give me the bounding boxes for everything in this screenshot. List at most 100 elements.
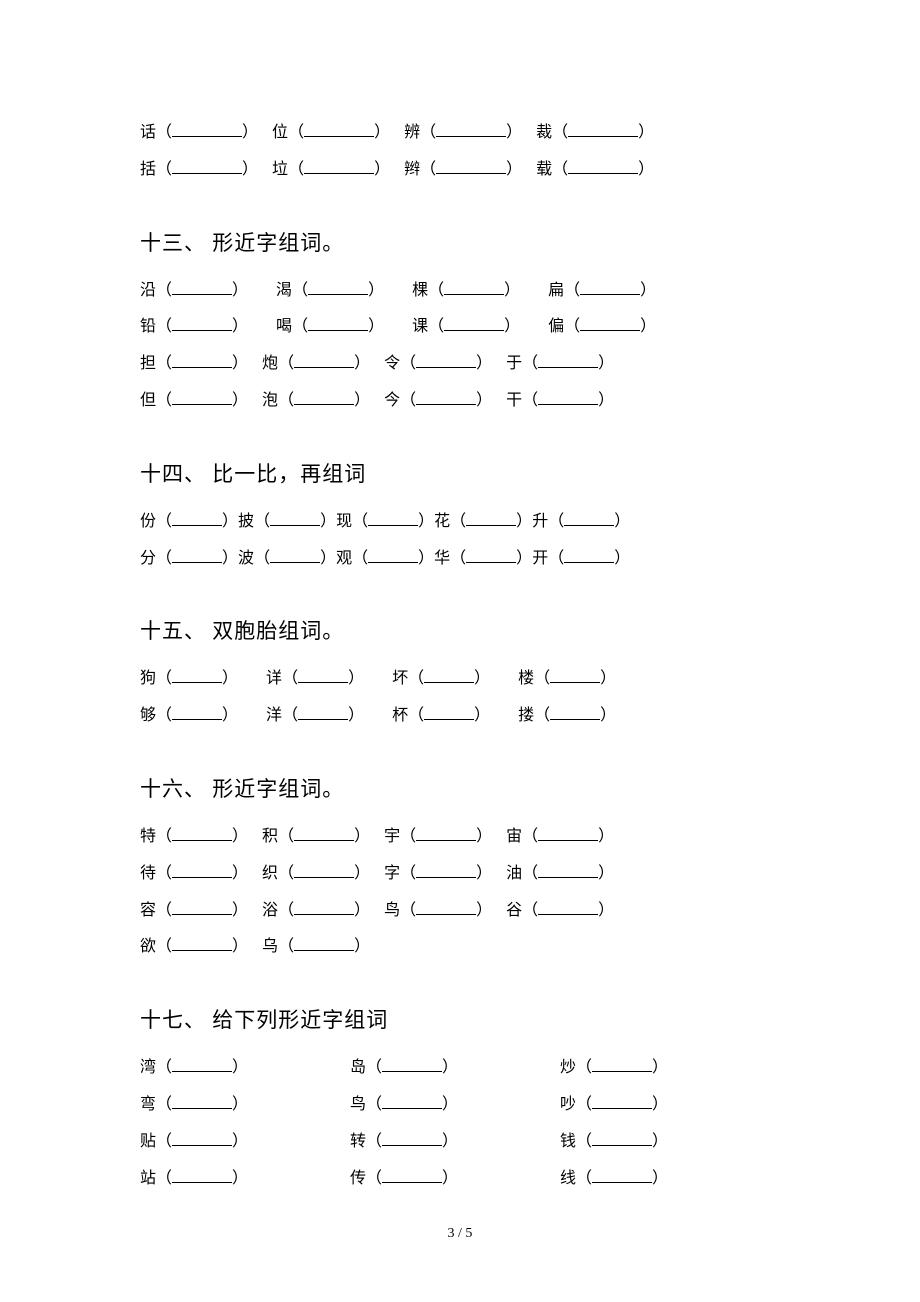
fill-blank[interactable] [172, 390, 232, 405]
fill-blank[interactable] [550, 705, 600, 720]
fill-blank[interactable] [382, 1094, 442, 1109]
char: 辫 [404, 152, 420, 189]
fill-blank[interactable] [564, 548, 614, 563]
fill-blank[interactable] [172, 548, 222, 563]
char: 偏 [548, 309, 564, 346]
fill-blank[interactable] [172, 668, 222, 683]
fill-blank[interactable] [270, 548, 320, 563]
fill-blank[interactable] [294, 826, 354, 841]
char: 欲 [140, 929, 156, 966]
exercise-row: 够（）洋（）杯（）搂（） [140, 698, 780, 735]
fill-blank[interactable] [172, 159, 242, 174]
fill-blank[interactable] [172, 705, 222, 720]
blank-item: 宇（） [384, 819, 492, 856]
fill-blank[interactable] [592, 1131, 652, 1146]
char: 课 [412, 309, 428, 346]
fill-blank[interactable] [172, 900, 232, 915]
blank-item: 沿（） [140, 273, 248, 310]
fill-blank[interactable] [550, 668, 600, 683]
fill-blank[interactable] [538, 390, 598, 405]
blank-item: 织（） [262, 856, 370, 893]
fill-blank[interactable] [416, 900, 476, 915]
fill-blank[interactable] [564, 511, 614, 526]
fill-blank[interactable] [382, 1131, 442, 1146]
blank-item: 今（） [384, 383, 492, 420]
fill-blank[interactable] [382, 1057, 442, 1072]
fill-blank[interactable] [382, 1168, 442, 1183]
blank-item: 岛（） [350, 1050, 550, 1087]
char: 油 [506, 856, 522, 893]
fill-blank[interactable] [172, 1131, 232, 1146]
fill-blank[interactable] [568, 159, 638, 174]
fill-blank[interactable] [172, 1168, 232, 1183]
char: 泡 [262, 383, 278, 420]
char: 但 [140, 383, 156, 420]
fill-blank[interactable] [294, 390, 354, 405]
fill-blank[interactable] [304, 122, 374, 137]
document-page: 话（）位（）辨（）裁（）括（）垃（）辫（）载（） 十三、 形近字组词。沿（）渴（… [0, 0, 920, 1302]
fill-blank[interactable] [580, 280, 640, 295]
fill-blank[interactable] [172, 1094, 232, 1109]
blank-item: 积（） [262, 819, 370, 856]
fill-blank[interactable] [424, 705, 474, 720]
fill-blank[interactable] [444, 280, 504, 295]
char: 详 [266, 661, 282, 698]
char: 担 [140, 346, 156, 383]
fill-blank[interactable] [466, 548, 516, 563]
fill-blank[interactable] [416, 353, 476, 368]
fill-blank[interactable] [294, 900, 354, 915]
fill-blank[interactable] [172, 122, 242, 137]
fill-blank[interactable] [580, 316, 640, 331]
exercise-row: 待（）织（）字（）油（） [140, 856, 780, 893]
char: 弯 [140, 1087, 156, 1124]
fill-blank[interactable] [172, 511, 222, 526]
fill-blank[interactable] [308, 316, 368, 331]
fill-blank[interactable] [416, 863, 476, 878]
fill-blank[interactable] [538, 353, 598, 368]
fill-blank[interactable] [368, 511, 418, 526]
fill-blank[interactable] [538, 826, 598, 841]
blank-item: 吵（） [560, 1087, 760, 1124]
fill-blank[interactable] [172, 936, 232, 951]
fill-blank[interactable] [592, 1057, 652, 1072]
blank-item: 谷（） [506, 893, 614, 930]
fill-blank[interactable] [294, 863, 354, 878]
exercise-row: 贴（）转（）钱（） [140, 1124, 760, 1161]
char: 花 [434, 504, 450, 541]
fill-blank[interactable] [368, 548, 418, 563]
fill-blank[interactable] [424, 668, 474, 683]
fill-blank[interactable] [298, 668, 348, 683]
fill-blank[interactable] [538, 863, 598, 878]
fill-blank[interactable] [304, 159, 374, 174]
fill-blank[interactable] [416, 390, 476, 405]
blank-item: 欲（） [140, 929, 248, 966]
char: 吵 [560, 1087, 576, 1124]
fill-blank[interactable] [298, 705, 348, 720]
fill-blank[interactable] [172, 863, 232, 878]
blank-item: 容（） [140, 893, 248, 930]
char: 谷 [506, 893, 522, 930]
fill-blank[interactable] [444, 316, 504, 331]
fill-blank[interactable] [172, 316, 232, 331]
fill-blank[interactable] [466, 511, 516, 526]
fill-blank[interactable] [172, 1057, 232, 1072]
fill-blank[interactable] [270, 511, 320, 526]
blank-item: 扁（） [548, 273, 656, 310]
blank-item: 浴（） [262, 893, 370, 930]
fill-blank[interactable] [172, 280, 232, 295]
fill-blank[interactable] [172, 826, 232, 841]
fill-blank[interactable] [308, 280, 368, 295]
fill-blank[interactable] [416, 826, 476, 841]
fill-blank[interactable] [294, 353, 354, 368]
fill-blank[interactable] [172, 353, 232, 368]
blank-item: 偏（） [548, 309, 656, 346]
fill-blank[interactable] [538, 900, 598, 915]
fill-blank[interactable] [294, 936, 354, 951]
fill-blank[interactable] [436, 122, 506, 137]
fill-blank[interactable] [436, 159, 506, 174]
fill-blank[interactable] [592, 1168, 652, 1183]
fill-blank[interactable] [568, 122, 638, 137]
char: 于 [506, 346, 522, 383]
fill-blank[interactable] [592, 1094, 652, 1109]
section-title: 十三、 形近字组词。 [140, 227, 780, 257]
